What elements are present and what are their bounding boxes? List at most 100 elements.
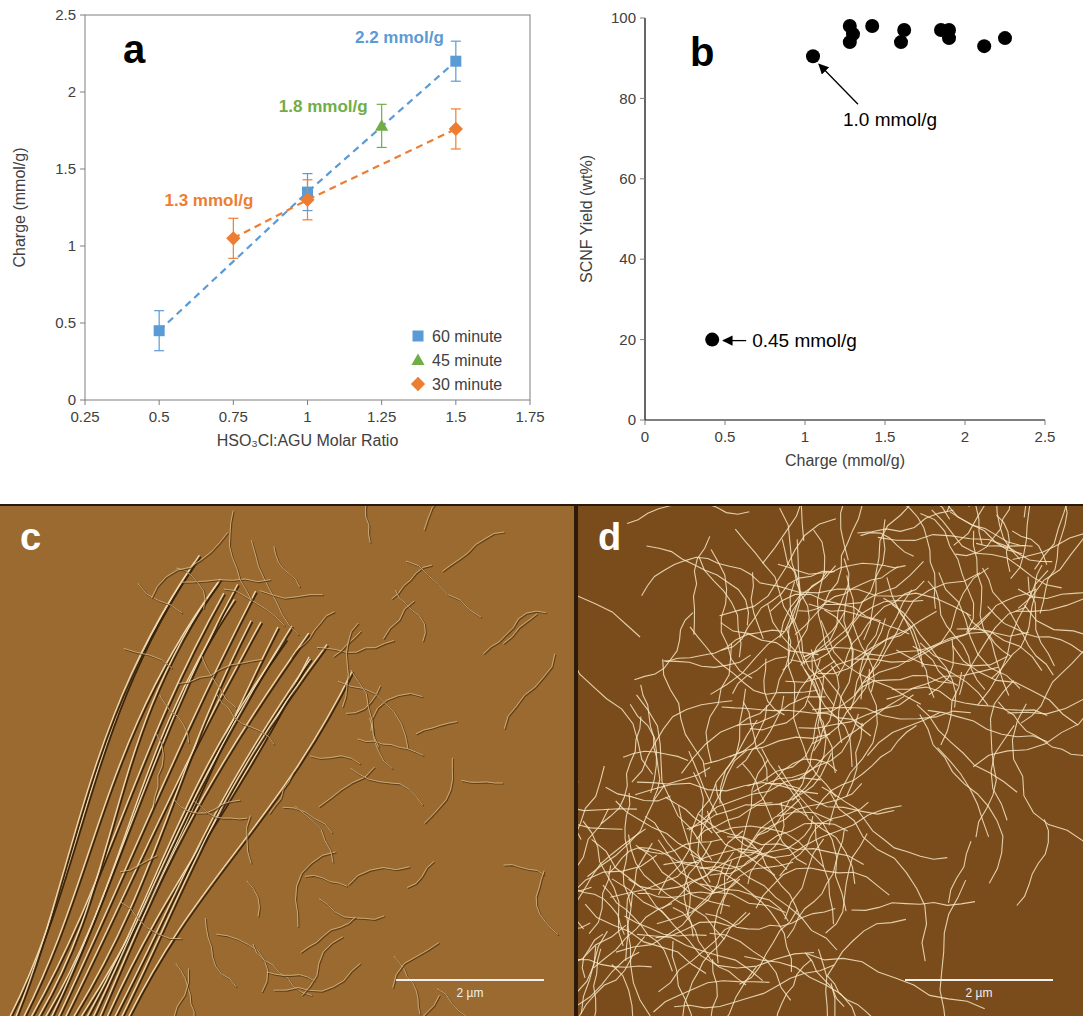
legend-marker (413, 331, 424, 342)
legend-label: 30 minute (432, 376, 502, 393)
y-tick-label: 100 (611, 9, 636, 26)
image-content (0, 506, 574, 1016)
fibril (672, 941, 737, 1016)
fibril-shadow (182, 580, 272, 583)
fibril-shadow (425, 506, 447, 531)
fibril (578, 952, 639, 1016)
fibril (601, 717, 641, 824)
x-tick-label: 0.5 (715, 428, 736, 445)
fibril (581, 931, 607, 1014)
fibril-shadow (296, 807, 334, 863)
fibril (351, 670, 379, 747)
fibril (578, 638, 653, 774)
fibril (973, 629, 1083, 767)
fibril-shadow (406, 996, 440, 1016)
x-tick (805, 420, 806, 425)
fibril-shadow (302, 918, 357, 954)
fibril (82, 639, 286, 1016)
fibril (991, 725, 1014, 820)
fibril (302, 937, 343, 996)
fibril (920, 714, 1003, 883)
fibril-shadow (178, 569, 207, 610)
legend-label: 60 minute (432, 328, 502, 345)
fibril (756, 868, 889, 908)
fibril-shadow (252, 541, 299, 636)
annotation-arrow (819, 64, 858, 104)
fibril (178, 659, 262, 683)
fibril (1040, 506, 1067, 613)
x-tick (725, 420, 726, 425)
y-tick (80, 92, 85, 93)
fibril (917, 705, 1017, 793)
fibril (658, 840, 786, 913)
x-tick (530, 400, 531, 405)
data-group (705, 19, 1012, 347)
scale-bar (396, 979, 544, 981)
fibril (887, 577, 923, 667)
fibril (629, 835, 725, 940)
fibril (616, 801, 704, 861)
fibril (735, 529, 805, 665)
error-cap (303, 173, 313, 174)
fibril (737, 696, 784, 768)
fibril (854, 618, 885, 695)
chart-b: 00.511.522.5020406080100Charge (mmol/g)S… (578, 9, 1055, 469)
fibril-shadow (195, 802, 248, 820)
fibril (305, 875, 347, 886)
annotation: 0.45 mmol/g (752, 330, 857, 351)
fibril (721, 862, 794, 914)
fibril (948, 506, 1023, 554)
fibril-shadow (202, 656, 237, 708)
x-tick-label: 2.5 (1035, 428, 1056, 445)
fibril (706, 644, 732, 763)
fibril (348, 867, 409, 885)
fibril (267, 972, 315, 981)
fibril (666, 797, 713, 833)
y-tick (640, 420, 645, 421)
fibril (785, 839, 824, 919)
fibril (645, 816, 690, 917)
x-tick-label: 1.5 (875, 428, 896, 445)
fibril (861, 533, 914, 557)
y-tick (640, 259, 645, 260)
fibril (338, 681, 408, 748)
fibril (689, 959, 717, 1016)
fibril (283, 807, 333, 833)
fibril (699, 557, 741, 657)
fibril (940, 880, 966, 1016)
fibril (694, 536, 710, 634)
data-point (806, 49, 820, 63)
fibril (194, 801, 247, 819)
fibril (1011, 506, 1031, 579)
y-tick (640, 339, 645, 340)
fibril-shadow (121, 903, 182, 940)
x-tick-label: 2 (961, 428, 969, 445)
fibril (852, 902, 976, 911)
fibril-shadow (352, 769, 424, 806)
fibril-shadow (384, 602, 415, 640)
fibril-shadow (408, 862, 435, 888)
fibril (383, 601, 414, 639)
data-point (897, 23, 911, 37)
fibril (504, 654, 555, 729)
fibril (247, 881, 260, 917)
error-cap (377, 104, 387, 105)
x-tick-label: 0.25 (70, 408, 99, 425)
fibril-shadow (306, 876, 348, 887)
annotation: 1.3 mmol/g (165, 191, 254, 210)
data-group (154, 41, 463, 351)
fibril (176, 964, 194, 1016)
fibril (351, 768, 423, 805)
error-cap (154, 350, 164, 351)
fibril-shadow (425, 759, 453, 824)
fibril (763, 506, 810, 563)
fibril-shadow (126, 673, 354, 1016)
fibril (406, 561, 481, 617)
fibril-shadow (367, 506, 375, 544)
fibril (160, 695, 189, 742)
x-axis-title: Charge (mmol/g) (785, 452, 905, 469)
fibril-shadow (343, 624, 359, 708)
fibril-shadow (394, 944, 440, 989)
fibril (641, 685, 660, 800)
fibril (177, 568, 206, 609)
